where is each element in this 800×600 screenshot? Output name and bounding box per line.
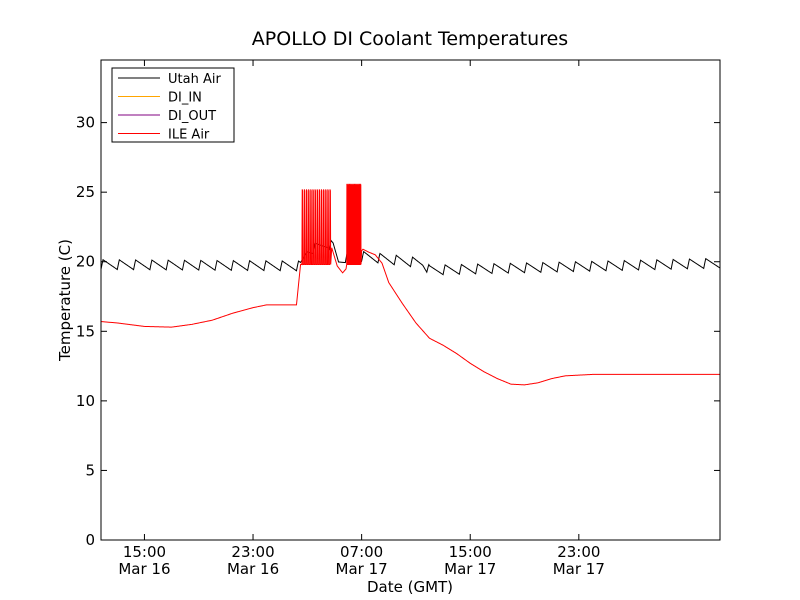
legend-box [111,67,235,143]
y-tick-label: 30 [76,114,95,132]
chart-title: APOLLO DI Coolant Temperatures [252,28,568,50]
x-tick-label-date: Mar 16 [227,560,279,578]
series-line-ile-air [100,183,720,386]
legend-label: Utah Air [168,72,221,87]
series-layer [100,183,721,386]
y-tick-label: 10 [76,392,95,410]
x-tick-label-time: 07:00 [340,543,383,561]
y-tick-label: 20 [76,253,95,271]
x-axis-label: Date (GMT) [367,578,453,596]
x-tick-label-time: 15:00 [123,543,166,561]
y-tick-label: 25 [76,183,95,201]
x-tick-label-date: Mar 16 [118,560,170,578]
y-tick-label: 5 [85,461,95,479]
y-tick-label: 15 [76,322,95,340]
plot-frame [100,59,721,541]
legend-label: DI_OUT [168,109,216,124]
x-tick-label-time: 23:00 [231,543,274,561]
x-tick-label-date: Mar 17 [336,560,388,578]
legend: Utah Air DI_IN DI_OUT ILE Air [111,67,235,143]
legend-label: ILE Air [168,128,210,143]
y-tick-label: 0 [85,531,95,549]
x-tick-label-date: Mar 17 [444,560,496,578]
x-tick-label-date: Mar 17 [553,560,605,578]
legend-label: DI_IN [168,91,202,106]
series-line-utah-air [100,239,721,276]
y-axis: 0 5 10 15 20 25 30 [76,114,720,549]
x-tick-label-time: 23:00 [557,543,600,561]
x-tick-label-time: 15:00 [449,543,492,561]
y-axis-label: Temperature (C) [56,239,74,362]
